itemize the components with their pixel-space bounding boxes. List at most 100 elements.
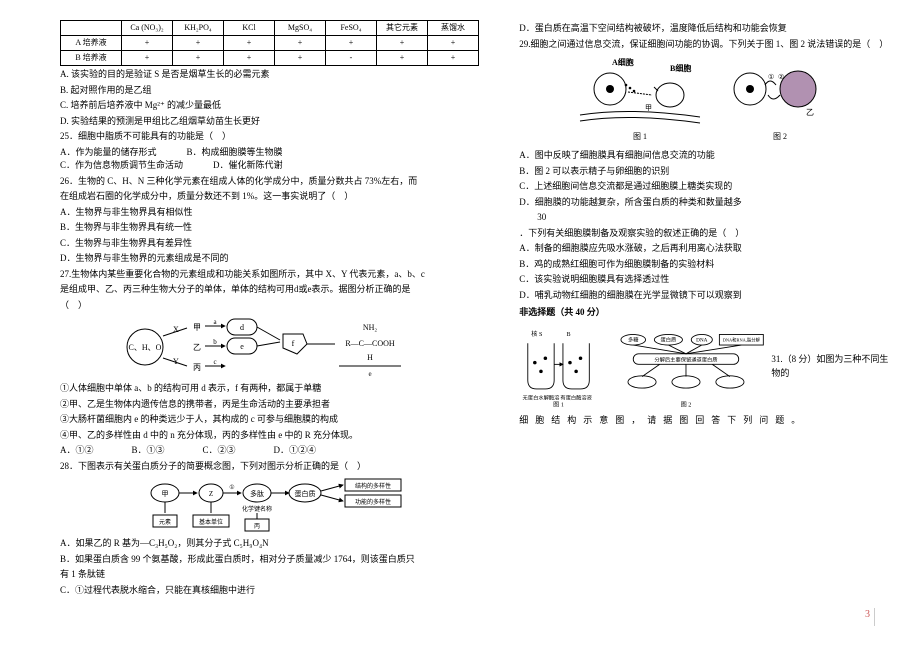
line: B. 起对照作用的是乙组 [60, 84, 489, 98]
svg-text:多糖: 多糖 [628, 335, 639, 343]
line: ①人体细胞中单体 a、b 的结构可用 d 表示，f 有两种，都属于单糖 [60, 382, 489, 396]
svg-text:c: c [213, 358, 216, 366]
line: A．生物界与非生物界具有相似性 [60, 206, 489, 220]
svg-text:f: f [291, 339, 294, 348]
line: 在组成岩石圈的化学成分中，质量分数还不到 1%。这一事实说明了（ ） [60, 190, 489, 204]
svg-text:甲: 甲 [193, 323, 201, 332]
svg-text:结构的多样性: 结构的多样性 [355, 482, 391, 490]
line: 25．细胞中脂质不可能具有的功能是（ ） [60, 130, 489, 144]
line: A．如果乙的 R 基为—C₃H₅O₂，则其分子式 C₅H₉O₄N [60, 537, 489, 551]
cell: + [173, 51, 224, 66]
line: 有 1 条肽链 [60, 568, 489, 582]
line: C．该实验说明细胞膜具有选择透过性 [519, 273, 890, 287]
th: 其它元素 [377, 21, 428, 36]
svg-text:甲: 甲 [161, 490, 168, 498]
line: A. 该实验的目的是验证 S 是否是烟草生长的必需元素 [60, 68, 489, 82]
cell: + [275, 51, 326, 66]
line: A．图中反映了细胞膜具有细胞间信息交流的功能 [519, 149, 890, 163]
cell: + [275, 36, 326, 51]
svg-text:蛋白质: 蛋白质 [294, 489, 315, 498]
nutrient-table: Ca (NO₃)₂ KH₂PO₄ KCl MgSO₄ FeSO₄ 其它元素 蒸馏… [60, 20, 479, 66]
svg-text:图 1: 图 1 [553, 401, 564, 408]
svg-text:NH₂: NH₂ [362, 323, 377, 332]
svg-text:蛋白质: 蛋白质 [661, 335, 677, 343]
th: Ca (NO₃)₂ [122, 21, 173, 36]
svg-text:DNA和RNA,脂分解: DNA和RNA,脂分解 [723, 336, 761, 343]
line: （ ） [60, 299, 489, 313]
line: A．制备的细胞膜应先吸水涨破，之后再利用离心法获取 [519, 242, 890, 256]
line: D．细胞膜的功能越复杂，所含蛋白质的种类和数量越多 [519, 196, 890, 210]
th: FeSO₄ [326, 21, 377, 36]
svg-text:A细胞: A细胞 [612, 57, 634, 67]
line: C．①过程代表脱水缩合，只能在真核细胞中进行 [60, 584, 489, 598]
footer-decoration [874, 608, 880, 626]
svg-text:甲: 甲 [645, 104, 652, 112]
svg-text:分解后主要保留通道蛋白质: 分解后主要保留通道蛋白质 [655, 355, 718, 363]
svg-text:d: d [240, 323, 244, 332]
th: KH₂PO₄ [173, 21, 224, 36]
th: KCl [224, 21, 275, 36]
cell: + [428, 51, 479, 66]
svg-text:多肽: 多肽 [250, 489, 264, 498]
svg-text:Z: Z [208, 490, 212, 498]
cell: + [377, 51, 428, 66]
line: 29.细胞之间通过信息交流，保证细胞间功能的协调。下列关于图 1、图 2 说法错… [519, 38, 890, 52]
line: 30 [519, 211, 890, 225]
svg-text:功能的多样性: 功能的多样性 [355, 498, 391, 506]
q31-line: 细胞结构示意图，请据图回答下列问题。 [519, 414, 890, 428]
svg-text:乙: 乙 [193, 343, 201, 352]
line: ．下列有关细胞膜制备及观察实验的叙述正确的是（ ） [519, 227, 890, 241]
cell: + [224, 36, 275, 51]
line: D．哺乳动物红细胞的细胞膜在光学显微镜下可以观察到 [519, 289, 890, 303]
line: B．鸡的成熟红细胞可作为细胞膜制备的实验材料 [519, 258, 890, 272]
opt: B．①③ [132, 444, 165, 458]
line: ③大肠杆菌细胞内 e 的种类远少于人，其构成的 c 可参与细胞膜的构成 [60, 413, 489, 427]
section-title: 非选择题（共 40 分） [519, 306, 890, 320]
page-number: 3 [865, 607, 870, 622]
svg-text:核 S: 核 S [532, 330, 544, 338]
svg-text:B: B [567, 332, 571, 338]
line: 28．下图表示有关蛋白质分子的简要概念图，下列对图示分析正确的是（ ） [60, 460, 489, 474]
svg-text:①: ① [229, 484, 234, 491]
line: B．生物界与非生物界具有统一性 [60, 221, 489, 235]
svg-text:H: H [367, 353, 373, 362]
cell: - [326, 51, 377, 66]
svg-text:基本单位: 基本单位 [199, 518, 223, 526]
line: ④甲、乙的多样性由 d 中的 n 充分体现，丙的多样性由 e 中的 R 充分体现… [60, 429, 489, 443]
svg-text:图 1: 图 1 [633, 132, 647, 141]
svg-text:B细胞: B细胞 [670, 63, 691, 73]
line: ②甲、乙是生物体内遗传信息的携带者，丙是生命活动的主要承担者 [60, 398, 489, 412]
th-blank [61, 21, 122, 36]
line: D. 实验结果的预测是甲组比乙组烟草幼苗生长更好 [60, 115, 489, 129]
figure-27: C、H、O X Y 甲 乙 丙 a b c d e f NH₂ R—C—COOH [125, 316, 425, 378]
figure-28: 甲 Z ① 多肽 蛋白质 结构的多样性 功能的多样性 化学键名称 元素 基本单位 [145, 477, 405, 533]
svg-text:e: e [368, 370, 371, 378]
svg-text:C、H、O: C、H、O [128, 343, 161, 352]
svg-text:图 2: 图 2 [773, 132, 787, 141]
line: C．上述细胞间信息交流都是通过细胞膜上糖类实现的 [519, 180, 890, 194]
opt: C．作为信息物质调节生命活动 [60, 159, 183, 173]
svg-text:b: b [213, 338, 217, 346]
cell: + [377, 36, 428, 51]
svg-text:化学键名称: 化学键名称 [242, 505, 272, 513]
line: 是组成甲、乙、丙三种生物大分子的单体，单体的结构可用d或e表示。据图分析正确的是 [60, 283, 489, 297]
opt: C．②③ [203, 444, 236, 458]
opt: D．①②④ [274, 444, 317, 458]
svg-text:R—C—COOH: R—C—COOH [345, 339, 395, 348]
cell: B 培养液 [61, 51, 122, 66]
opt: A．作为能量的储存形式 [60, 146, 157, 160]
q31-prefix: 31.（8 分）如图为三种不同生物的 [771, 353, 890, 380]
cell: + [326, 36, 377, 51]
figure-31: 核 S B 无蛋白水解酶溶 有蛋白酶溶液 图 1 多糖 蛋白质 DNA DNA和… [519, 322, 765, 412]
cell: A 培养液 [61, 36, 122, 51]
cell: + [173, 36, 224, 51]
opt: D．催化新陈代谢 [213, 159, 283, 173]
figure-29: A细胞 B细胞 甲 图 1 ① ② 乙 图 2 [570, 55, 840, 145]
cell: + [224, 51, 275, 66]
line: D．生物界与非生物界的元素组成是不同的 [60, 252, 489, 266]
left-column: Ca (NO₃)₂ KH₂PO₄ KCl MgSO₄ FeSO₄ 其它元素 蒸馏… [60, 20, 489, 599]
line: 27.生物体内某些重要化合物的元素组成和功能关系如图所示，其中 X、Y 代表元素… [60, 268, 489, 282]
th: MgSO₄ [275, 21, 326, 36]
opt: A．①② [60, 444, 94, 458]
svg-text:DNA: DNA [696, 337, 708, 343]
